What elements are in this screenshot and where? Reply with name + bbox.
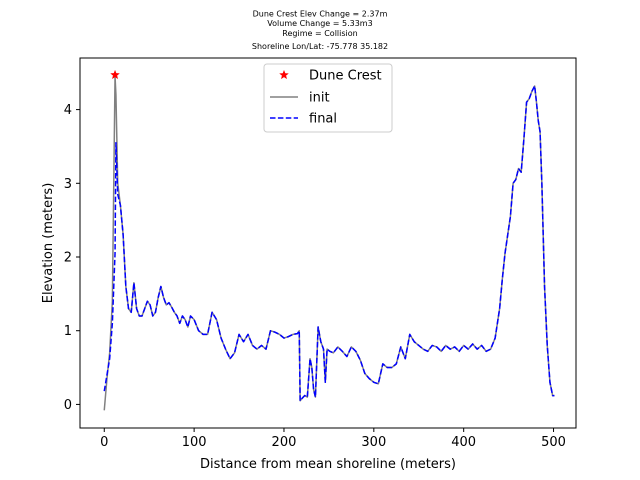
plot-frame: [79, 57, 577, 429]
dune-crest-marker: [110, 69, 120, 80]
legend-items: Dune Crest init final: [270, 69, 382, 127]
marker-layer: [110, 69, 120, 80]
x-axis-ticks: 0 100 200 300 400 500: [100, 428, 566, 450]
x-tick-label: 100: [182, 435, 207, 450]
legend-frame: [263, 63, 393, 133]
y-tick-label: 4: [64, 103, 72, 118]
legend-label: Dune Crest: [309, 69, 382, 84]
chart-title: Dune Crest Elev Change = 2.37m Volume Ch…: [252, 10, 388, 52]
x-tick-label: 200: [272, 435, 297, 450]
title-line-4: Shoreline Lon/Lat: -75.778 35.182: [252, 42, 388, 51]
series-layer: [103, 75, 555, 411]
legend-label: final: [309, 112, 337, 127]
x-axis-label: Distance from mean shoreline (meters): [200, 457, 456, 472]
x-tick-label: 300: [361, 435, 386, 450]
title-line-3: Regime = Collision: [282, 29, 357, 38]
legend: Dune Crest init final: [263, 63, 393, 133]
legend-label: init: [309, 91, 330, 106]
title-line-1: Dune Crest Elev Change = 2.37m: [253, 10, 388, 19]
legend-handle-dune-crest: [279, 69, 289, 80]
x-tick-label: 500: [541, 435, 566, 450]
y-axis-ticks: 0 1 2 3 4: [64, 103, 80, 413]
y-tick-label: 1: [64, 324, 72, 339]
y-tick-label: 3: [64, 177, 72, 192]
x-tick-label: 0: [100, 435, 108, 450]
y-tick-label: 2: [64, 251, 72, 266]
y-tick-label: 0: [64, 398, 72, 413]
x-tick-label: 400: [451, 435, 476, 450]
y-axis-label: Elevation (meters): [41, 183, 56, 304]
title-line-2: Volume Change = 5.33m3: [267, 19, 372, 28]
final-line: [103, 85, 555, 402]
